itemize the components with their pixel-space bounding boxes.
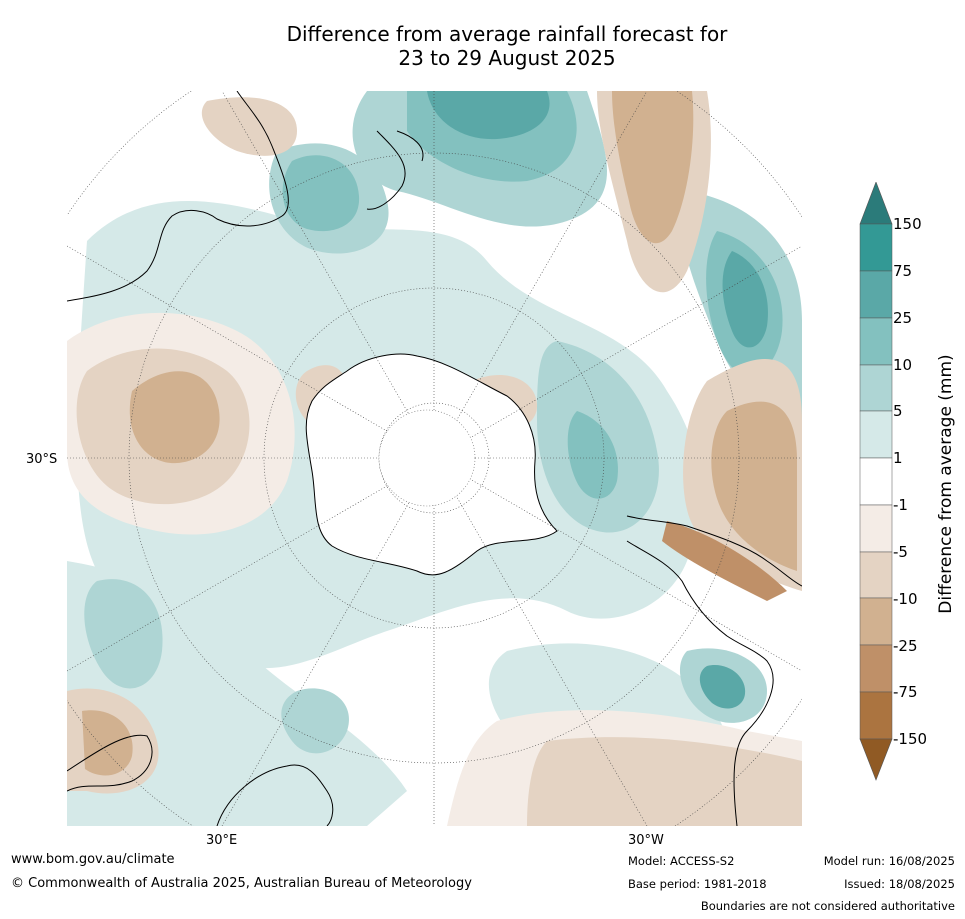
footer-disclaimer: Boundaries are not considered authoritat… bbox=[700, 899, 955, 913]
coastlines bbox=[67, 91, 802, 826]
footer-issued: Issued: 18/08/2025 bbox=[844, 877, 955, 891]
rainfall-map bbox=[67, 91, 802, 826]
colorbar-tick: -25 bbox=[893, 637, 918, 655]
colorbar-title: Difference from average (mm) bbox=[936, 354, 956, 614]
colorbar-tick: 10 bbox=[893, 356, 913, 374]
lon-label-30w: 30°W bbox=[628, 833, 664, 848]
colorbar-tick: -1 bbox=[893, 496, 908, 514]
title-line-1: Difference from average rainfall forecas… bbox=[286, 22, 728, 46]
map-canvas bbox=[67, 91, 802, 826]
footer-copyright: © Commonwealth of Australia 2025, Austra… bbox=[11, 876, 472, 891]
title-line-2: 23 to 29 August 2025 bbox=[398, 46, 616, 70]
colorbar-tick: -10 bbox=[893, 590, 918, 608]
colorbar bbox=[859, 182, 893, 781]
footer-model-run: Model run: 16/08/2025 bbox=[823, 854, 955, 868]
footer-base-period: Base period: 1981-2018 bbox=[628, 877, 767, 891]
dry-regions bbox=[67, 91, 802, 826]
colorbar-tick: 25 bbox=[893, 309, 913, 327]
colorbar-tick: -150 bbox=[893, 730, 928, 748]
colorbar-tick: 1 bbox=[893, 449, 903, 467]
footer-url[interactable]: www.bom.gov.au/climate bbox=[11, 852, 175, 867]
colorbar-tick: 75 bbox=[893, 262, 913, 280]
footer-model: Model: ACCESS-S2 bbox=[628, 854, 735, 868]
map-title: Difference from average rainfall forecas… bbox=[67, 22, 947, 70]
colorbar-tick: 5 bbox=[893, 402, 903, 420]
graticule bbox=[67, 91, 802, 826]
lat-label-30s: 30°S bbox=[26, 452, 58, 467]
colorbar-tick: 150 bbox=[893, 215, 922, 233]
colorbar-tick: -75 bbox=[893, 683, 918, 701]
colorbar-tick: -5 bbox=[893, 543, 908, 561]
lon-label-30e: 30°E bbox=[206, 833, 238, 848]
